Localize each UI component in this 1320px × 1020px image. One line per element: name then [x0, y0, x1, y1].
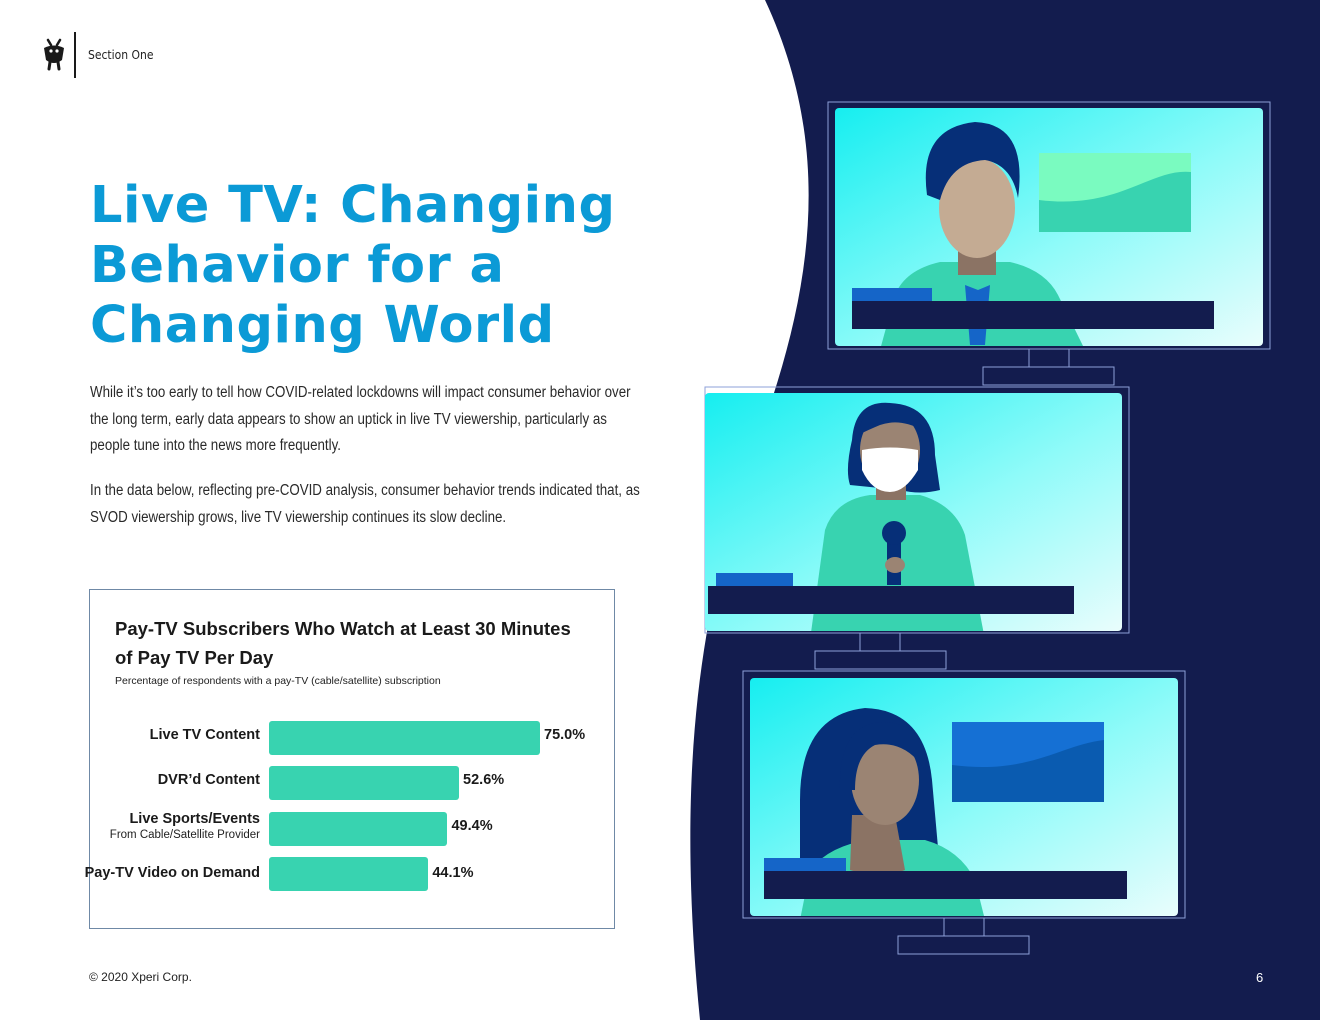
tivo-robot-logo-icon	[44, 38, 64, 71]
body-paragraph-1: While it’s too early to tell how COVID-r…	[90, 384, 631, 454]
page-number: 6	[1256, 970, 1264, 985]
category-label-live-sports: Live Sports/Events From Cable/Satellite …	[109, 811, 260, 841]
body-paragraph-2: In the data below, reflecting pre-COVID …	[90, 482, 640, 526]
bar-dvr	[269, 766, 460, 800]
header-divider	[74, 32, 76, 78]
section-label: Section One	[88, 48, 154, 62]
bar-vod	[269, 857, 429, 891]
chart-subtitle: Percentage of respondents with a pay-TV …	[115, 675, 441, 687]
copyright-text: © 2020 Xperi Corp.	[89, 970, 192, 984]
tv-screen-anchor-woman	[742, 670, 1186, 955]
tv-screen-reporter-masked-woman	[704, 386, 1130, 670]
bar-live-sports	[269, 812, 448, 846]
bar-chart-panel: Pay-TV Subscribers Who Watch at Least 30…	[85, 589, 615, 929]
value-label-live-sports: 49.4%	[451, 818, 493, 834]
category-label-live-tv: Live TV Content	[149, 727, 260, 743]
category-label-dvr: DVR’d Content	[157, 772, 260, 788]
category-sublabel-live-sports: From Cable/Satellite Provider	[109, 829, 260, 841]
value-label-dvr: 52.6%	[463, 772, 505, 788]
bar-live-tv	[269, 721, 540, 755]
chart-title: Pay-TV Subscribers Who Watch at Least 30…	[115, 618, 571, 668]
page-title: Live TV: Changing Behavior for a Changin…	[90, 176, 616, 355]
value-label-live-tv: 75.0%	[544, 727, 586, 743]
value-label-vod: 44.1%	[432, 865, 474, 881]
tv-screen-anchor-man	[827, 101, 1271, 386]
category-label-vod: Pay-TV Video on Demand	[84, 865, 260, 881]
